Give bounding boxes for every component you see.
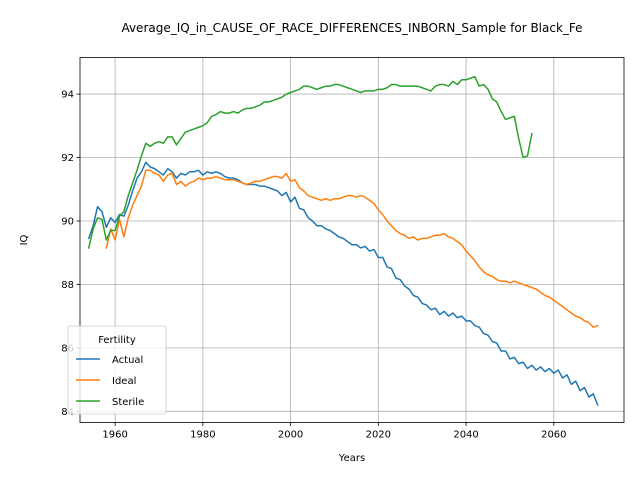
- x-tick-label: 2000: [278, 429, 303, 440]
- y-tick-label: 90: [61, 216, 74, 227]
- x-tick-label: 1980: [190, 429, 215, 440]
- legend-label-ideal: Ideal: [112, 376, 136, 387]
- series-line-actual: [87, 161, 599, 406]
- x-axis-ticks: 1960 1980 2000 2020 2040 2060: [102, 422, 567, 440]
- y-tick-label: 92: [61, 153, 74, 164]
- y-axis-label: IQ: [19, 234, 30, 245]
- series-lines: [87, 75, 599, 406]
- legend-label-sterile: Sterile: [112, 397, 144, 408]
- x-tick-label: 1960: [102, 429, 127, 440]
- legend-title: Fertility: [98, 335, 136, 346]
- legend-box: [67, 325, 167, 415]
- chart-title: Average_IQ_in_CAUSE_OF_RACE_DIFFERENCES_…: [121, 21, 582, 35]
- plot-area-frame: [79, 57, 625, 423]
- x-tick-label: 2060: [541, 429, 566, 440]
- legend-label-actual: Actual: [112, 355, 143, 366]
- x-tick-label: 2040: [453, 429, 478, 440]
- y-tick-label: 88: [61, 280, 74, 291]
- x-tick-label: 2020: [366, 429, 391, 440]
- series-line-ideal: [105, 169, 599, 328]
- grid: [80, 57, 624, 423]
- x-axis-label: Years: [338, 453, 365, 464]
- legend: Fertility Actual Ideal Sterile: [67, 325, 167, 415]
- series-line-sterile: [87, 75, 533, 249]
- y-tick-label: 94: [61, 90, 74, 101]
